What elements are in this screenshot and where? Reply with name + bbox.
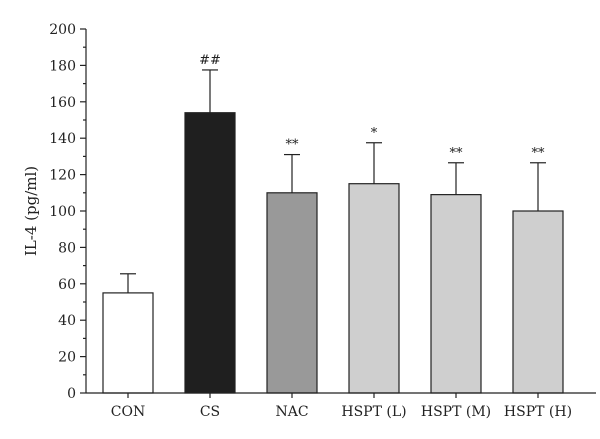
- y-tick-label: 100: [49, 204, 76, 220]
- significance-markers: ##***** **: [199, 53, 545, 161]
- bar: [266, 192, 318, 394]
- bars: [102, 112, 564, 394]
- bar: [430, 194, 482, 394]
- y-tick-label: 140: [49, 131, 76, 147]
- significance-label: **: [450, 146, 464, 161]
- y-tick-label: 160: [49, 95, 76, 111]
- y-tick-label: 80: [58, 240, 76, 256]
- x-category-label: CS: [200, 404, 220, 420]
- significance-label: ##: [199, 53, 221, 68]
- y-tick-label: 120: [49, 168, 76, 184]
- bar: [512, 210, 564, 394]
- y-tick-label: 200: [49, 22, 76, 38]
- x-category-label: HSPT (L): [341, 404, 406, 420]
- significance-label: *: [371, 126, 378, 141]
- y-axis-ticks: 0 20 40 60 80 100 120 140 160 180 200: [49, 22, 86, 402]
- x-category-label: CON: [111, 404, 145, 420]
- significance-label: **: [532, 146, 546, 161]
- y-tick-label: 180: [49, 58, 76, 74]
- y-tick-label: 20: [58, 350, 76, 366]
- significance-label: **: [286, 138, 300, 153]
- x-category-label: HSPT (M): [421, 404, 491, 420]
- bar: [348, 183, 400, 394]
- y-tick-label: 0: [67, 386, 76, 402]
- error-bars: [120, 69, 546, 293]
- category-labels: CON CS NAC HSPT (L) HSPT (M) HSPT (H): [111, 393, 572, 420]
- y-tick-label: 40: [58, 313, 76, 329]
- bar: [102, 292, 154, 394]
- y-axis-title: IL-4 (pg/ml): [22, 166, 40, 256]
- x-category-label: HSPT (H): [504, 404, 572, 420]
- y-tick-label: 60: [58, 277, 76, 293]
- x-category-label: NAC: [275, 404, 308, 420]
- bar: [184, 112, 236, 394]
